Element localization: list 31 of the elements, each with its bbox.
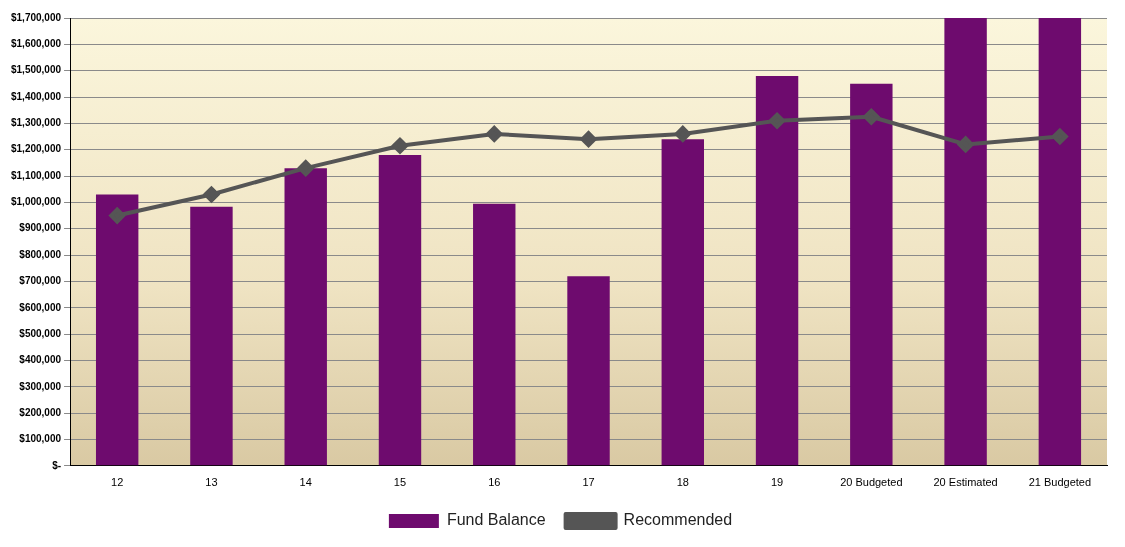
x-tick-label: 15 [393,476,407,489]
y-tick-label: $1,100,000 [10,169,62,181]
x-tick-label: 20 Budgeted [840,476,903,489]
x-tick-label: 19 [770,476,784,489]
y-tick-label: $100,000 [19,433,62,445]
x-tick-label: 12 [111,476,124,489]
y-tick-label: $- [52,459,62,471]
y-tick-label: $1,300,000 [10,117,62,129]
y-tick-label: $1,500,000 [10,64,62,76]
y-tick-label: $1,200,000 [10,143,62,155]
y-tick-label: $500,000 [19,327,62,339]
legend-label: Fund Balance [446,511,546,529]
x-tick-label: 13 [205,476,218,489]
y-tick-label: $1,600,000 [10,38,62,50]
y-tick-label: $1,700,000 [10,11,62,23]
x-tick-label: 18 [676,476,689,489]
y-tick-label: $300,000 [19,380,62,392]
y-tick-label: $400,000 [19,354,62,366]
y-tick-label: $1,400,000 [10,90,62,102]
y-tick-label: $200,000 [19,406,62,418]
y-tick-label: $800,000 [19,248,62,260]
x-tick-label: 17 [582,476,595,489]
x-tick-label: 20 Estimated [933,476,998,489]
legend-label: Recommended [623,511,733,529]
y-tick-label: $600,000 [19,301,62,313]
x-tick-label: 16 [488,476,501,489]
y-tick-label: $1,000,000 [10,196,62,208]
x-tick-label: 14 [299,476,312,489]
y-tick-label: $900,000 [19,222,62,234]
y-tick-label: $700,000 [19,275,62,287]
x-tick-label: 21 Budgeted [1028,476,1092,489]
